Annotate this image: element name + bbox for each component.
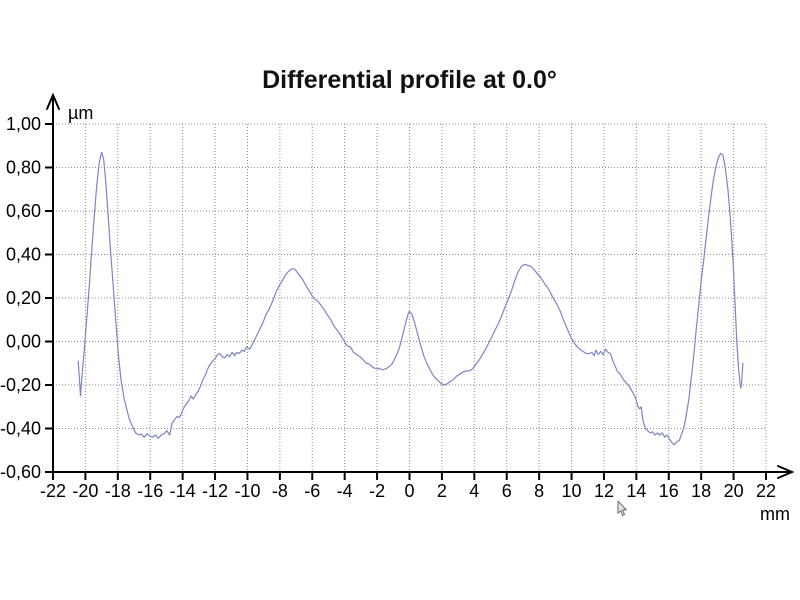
y-tick-label: 0,20	[6, 288, 41, 308]
mouse-cursor-icon	[617, 499, 629, 518]
x-tick-label: -12	[202, 481, 228, 501]
x-tick-label: -22	[40, 481, 66, 501]
x-tick-label: 10	[562, 481, 582, 501]
y-tick-label: -0,40	[0, 419, 41, 439]
x-tick-label: -20	[72, 481, 98, 501]
y-tick-label: 0,60	[6, 201, 41, 221]
x-tick-label: 6	[502, 481, 512, 501]
x-tick-label: -18	[105, 481, 131, 501]
x-tick-label: -16	[137, 481, 163, 501]
x-tick-label: 4	[469, 481, 479, 501]
y-tick-label: -0,60	[0, 462, 41, 482]
y-tick-label: -0,20	[0, 375, 41, 395]
y-unit-label: µm	[68, 103, 93, 123]
x-tick-label: 12	[594, 481, 614, 501]
y-axis-arrow	[46, 92, 60, 110]
x-tick-label: -14	[170, 481, 196, 501]
x-tick-label: 2	[437, 481, 447, 501]
y-tick-label: 0,40	[6, 245, 41, 265]
x-tick-label: -4	[337, 481, 353, 501]
x-tick-label: 8	[534, 481, 544, 501]
profile-curve	[77, 151, 744, 446]
chart-title: Differential profile at 0.0°	[262, 66, 557, 94]
x-tick-label: -2	[369, 481, 385, 501]
x-tick-label: 16	[659, 481, 679, 501]
y-tick-label: 0,80	[6, 158, 41, 178]
x-tick-label: 14	[626, 481, 646, 501]
x-unit-label: mm	[760, 504, 790, 524]
x-tick-label: 18	[691, 481, 711, 501]
y-tick-label: 0,00	[6, 332, 41, 352]
x-tick-label: 20	[724, 481, 744, 501]
y-tick-label: 1,00	[6, 114, 41, 134]
x-tick-label: 0	[404, 481, 414, 501]
x-tick-label: -8	[272, 481, 288, 501]
x-tick-label: -10	[234, 481, 260, 501]
x-tick-label: -6	[304, 481, 320, 501]
x-axis-arrow	[777, 465, 795, 479]
x-tick-label: 22	[756, 481, 776, 501]
